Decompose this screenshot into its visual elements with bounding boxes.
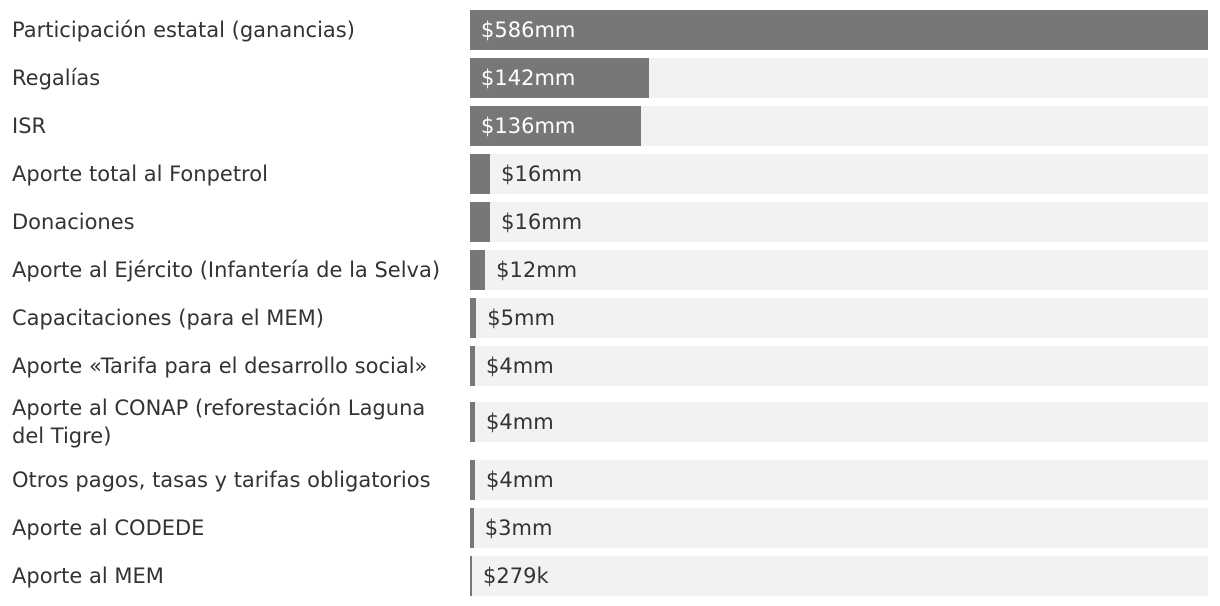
category-label: Capacitaciones (para el MEM) <box>12 306 324 330</box>
bar <box>470 460 476 500</box>
bar-track: $4mm <box>470 346 1208 386</box>
bar-row: Aporte al Ejército (Infantería de la Sel… <box>0 250 1220 290</box>
bar-row: Otros pagos, tasas y tarifas obligatorio… <box>0 460 1220 500</box>
bar <box>470 402 476 442</box>
bar <box>470 202 491 242</box>
bar-row: Donaciones $16mm <box>0 202 1220 242</box>
category-label: Otros pagos, tasas y tarifas obligatorio… <box>12 468 431 492</box>
value-label: $16mm <box>501 210 583 234</box>
bar-track: $3mm <box>470 508 1208 548</box>
bar-track: $16mm <box>470 202 1208 242</box>
bar-track: $142mm <box>470 58 1208 98</box>
bar-row: Aporte «Tarifa para el desarrollo social… <box>0 346 1220 386</box>
bar-row: Regalías $142mm <box>0 58 1220 98</box>
value-label: $4mm <box>486 468 554 492</box>
bar-track: $4mm <box>470 402 1208 442</box>
value-label: $16mm <box>501 162 583 186</box>
value-label: $279k <box>483 564 549 588</box>
bar-row: Capacitaciones (para el MEM) $5mm <box>0 298 1220 338</box>
bar-track: $136mm <box>470 106 1208 146</box>
bar <box>470 154 491 194</box>
category-label: Regalías <box>12 66 101 90</box>
value-label: $4mm <box>486 410 554 434</box>
value-label: $3mm <box>484 516 553 540</box>
bar <box>470 250 486 290</box>
bar-row: Aporte al CONAP (reforestación Laguna de… <box>0 394 1220 450</box>
value-label: $136mm <box>481 114 576 138</box>
value-label: $4mm <box>486 354 554 378</box>
category-label: Donaciones <box>12 210 135 234</box>
category-label: Aporte al CONAP (reforestación Laguna de… <box>12 396 426 448</box>
bar-row: Aporte al MEM $279k <box>0 556 1220 596</box>
value-label: $586mm <box>481 18 576 42</box>
category-label: Aporte al Ejército (Infantería de la Sel… <box>12 258 441 282</box>
value-label: $5mm <box>487 306 555 330</box>
bar-row: Aporte total al Fonpetrol $16mm <box>0 154 1220 194</box>
category-label: Aporte total al Fonpetrol <box>12 162 268 186</box>
bar-track: $586mm <box>470 10 1208 50</box>
category-label: ISR <box>12 114 47 138</box>
bar-track: $279k <box>470 556 1208 596</box>
category-label: Aporte al CODEDE <box>12 516 205 540</box>
bar <box>470 556 472 596</box>
bar-track: $12mm <box>470 250 1208 290</box>
bar <box>470 298 477 338</box>
bar <box>470 58 649 98</box>
value-label: $142mm <box>481 66 576 90</box>
category-label: Participación estatal (ganancias) <box>12 18 355 42</box>
bar-row: ISR $136mm <box>0 106 1220 146</box>
bar <box>470 10 1208 50</box>
bar-track: $16mm <box>470 154 1208 194</box>
bar-track: $4mm <box>470 460 1208 500</box>
category-label: Aporte al MEM <box>12 564 164 588</box>
bar-row: Aporte al CODEDE $3mm <box>0 508 1220 548</box>
bar-row: Participación estatal (ganancias) $586mm <box>0 10 1220 50</box>
bar <box>470 346 476 386</box>
bar-track: $5mm <box>470 298 1208 338</box>
category-label: Aporte «Tarifa para el desarrollo social… <box>12 354 428 378</box>
value-label: $12mm <box>496 258 578 282</box>
bar <box>470 508 474 548</box>
bar <box>470 106 642 146</box>
